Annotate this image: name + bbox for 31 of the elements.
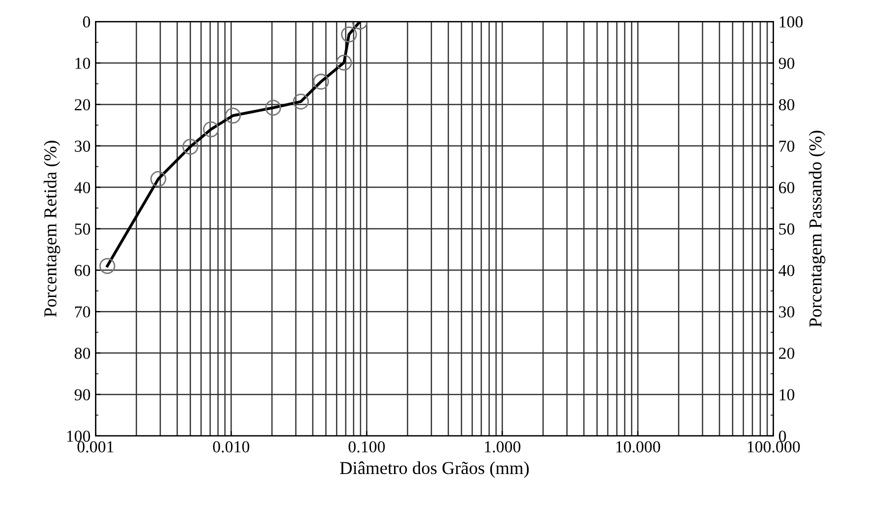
y-tick-label: 90 — [74, 389, 90, 400]
y2-tick-label: 20 — [779, 348, 794, 359]
y-axis-title: Porcentagem Retida (%) — [44, 140, 60, 317]
y-tick-label: 10 — [76, 58, 90, 69]
y-tick-label: 80 — [74, 348, 90, 359]
x-tick-label: 100.000 — [748, 441, 800, 453]
y-tick-label: 60 — [74, 264, 90, 276]
y2-tick-label: 0 — [778, 430, 786, 442]
y2-tick-label: 10 — [780, 389, 794, 400]
x-tick-label: 0.001 — [77, 441, 114, 453]
y2-tick-label: 40 — [778, 264, 794, 276]
y2-tick-label: 60 — [778, 182, 794, 194]
x-tick-label: 0.010 — [213, 441, 250, 453]
y2-axis-title: Porcentagem Passando (%) — [808, 130, 826, 327]
x-tick-label: 10.000 — [616, 441, 660, 453]
y-tick-label: 70 — [75, 306, 90, 318]
y2-tick-label: 90 — [778, 58, 794, 69]
y2-tick-label: 30 — [779, 306, 794, 318]
y-tick-label: 50 — [75, 223, 90, 235]
y2-tick-label: 100 — [780, 16, 803, 28]
x-axis-title: Diâmetro dos Grãos (mm) — [340, 461, 529, 478]
y-tick-label: 40 — [74, 182, 90, 194]
y2-tick-label: 70 — [779, 140, 794, 152]
x-tick-label: 1.000 — [485, 441, 520, 453]
y-tick-label: 20 — [74, 99, 90, 110]
y2-tick-label: 80 — [778, 99, 794, 110]
x-tick-label: 0.100 — [348, 441, 385, 453]
y-tick-label: 100 — [67, 430, 90, 442]
y-tick-label: 0 — [83, 16, 90, 28]
y2-tick-label: 50 — [779, 223, 794, 235]
y-tick-label: 30 — [74, 140, 90, 152]
